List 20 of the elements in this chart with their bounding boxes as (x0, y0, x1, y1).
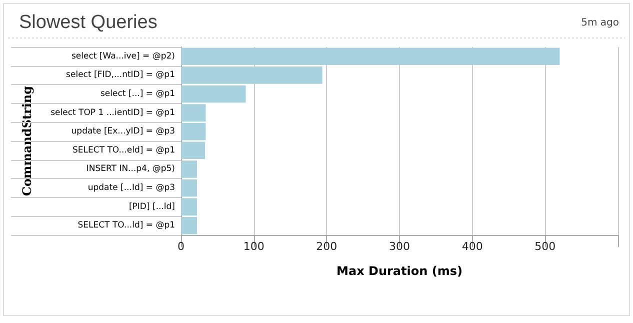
y-tick-label: INSERT IN...p4, @p5) (86, 164, 175, 174)
x-axis-title: Max Duration (ms) (336, 264, 462, 278)
y-axis-title: CommandString (20, 85, 34, 196)
x-tick-label: 500 (534, 240, 556, 253)
y-tick-label: select [Wa...ive] = @p2) (71, 51, 175, 62)
text: 5m ago (581, 18, 620, 28)
y-tick-label: select [...] = @p1 (100, 89, 175, 99)
y-tick-label: update [Ex...yID] = @p3 (71, 126, 175, 137)
y-tick-label: select TOP 1 ...ientID] = @p1 (50, 108, 175, 118)
y-tick-label: [PID] [...ld] (128, 202, 175, 212)
y-tick-label: SELECT TO...eld] = @p1 (72, 145, 175, 156)
x-tick-label: 0 (178, 240, 184, 253)
chart-title: Slowest Queries (19, 12, 158, 33)
x-tick-label: 300 (389, 240, 410, 253)
x-tick-label: 400 (462, 240, 483, 253)
y-tick-label: update [...Id] = @p3 (88, 183, 175, 193)
x-tick-label: 200 (316, 240, 338, 253)
y-tick-label: select [FID,...ntID] = @p1 (66, 70, 175, 80)
x-tick-label: 100 (243, 240, 264, 253)
y-tick-label: SELECT TO...ld] = @p1 (78, 220, 175, 231)
